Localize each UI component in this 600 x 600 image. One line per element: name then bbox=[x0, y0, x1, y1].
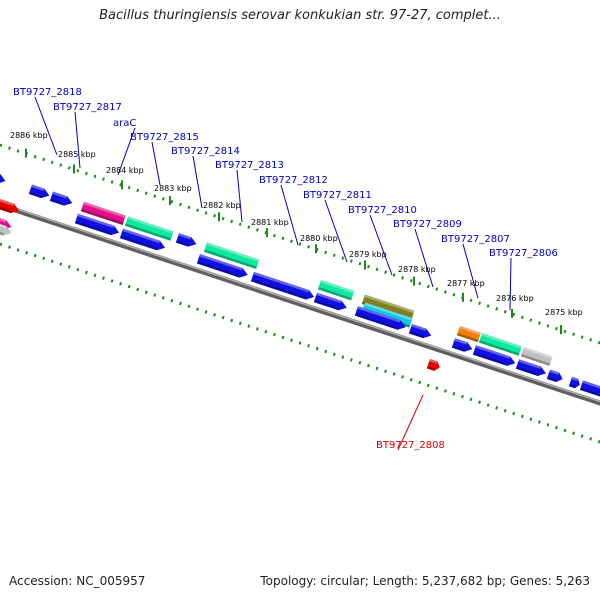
ruler-inner bbox=[0, 242, 600, 444]
backbone-highlight bbox=[0, 202, 600, 403]
gene-feature-bt9727-2818[interactable] bbox=[28, 184, 51, 201]
gene-label-layer: BT9727_2818 BT9727_2817 araC BT9727_2815 BT9… bbox=[13, 87, 558, 451]
gene-label[interactable]: BT9727_2818 bbox=[13, 87, 82, 98]
gene-label[interactable]: araC bbox=[113, 118, 136, 129]
gene-label[interactable]: BT9727_2813 bbox=[215, 160, 284, 171]
gene-feature-bt9727-2804[interactable] bbox=[546, 369, 564, 384]
accession-text: Accession: NC_005957 bbox=[9, 574, 146, 588]
gene-feature-bt9727-2809[interactable] bbox=[354, 306, 408, 332]
gene-label-leader bbox=[414, 228, 434, 288]
ruler-tick-label: 2877 kbp bbox=[447, 279, 485, 288]
gene-feature-left-edge[interactable] bbox=[0, 170, 7, 186]
gene-feature-bt9727-2807-lower[interactable] bbox=[451, 338, 474, 354]
gene-feature-bt9727-2815[interactable] bbox=[124, 216, 174, 241]
gene-feature-small[interactable] bbox=[175, 233, 198, 249]
ruler-tick-label: 2886 kbp bbox=[10, 131, 48, 140]
ruler-tracks bbox=[0, 143, 600, 444]
gene-label-leader bbox=[280, 184, 299, 246]
gene-label[interactable]: BT9727_2810 bbox=[348, 205, 417, 216]
gene-feature-bt9727-2815-lower[interactable] bbox=[119, 228, 167, 253]
gene-label-leader bbox=[74, 111, 81, 169]
feature-tracks bbox=[0, 170, 600, 399]
backbone bbox=[0, 202, 600, 406]
map-title: Bacillus thuringiensis serovar konkukian… bbox=[99, 8, 501, 23]
gene-feature-right-edge[interactable] bbox=[579, 380, 600, 399]
backbone-line bbox=[0, 202, 600, 406]
gene-label-leader bbox=[369, 214, 393, 276]
topology-text: Topology: circular; Length: 5,237,682 bp… bbox=[260, 574, 590, 588]
gene-label-leader bbox=[192, 155, 203, 209]
ruler-tick-label: 2883 kbp bbox=[154, 184, 192, 193]
gene-feature-arac[interactable] bbox=[80, 201, 126, 226]
gene-feature-bt9727-2805[interactable] bbox=[515, 359, 548, 378]
ruler-tick-label: 2880 kbp bbox=[300, 234, 338, 243]
gene-label-leader bbox=[117, 127, 136, 176]
ruler-tick-label: 2882 kbp bbox=[203, 201, 241, 210]
ruler-tick-label: 2881 kbp bbox=[251, 218, 289, 227]
tick-label-layer: 2886 kbp 2885 kbp 2884 kbp 2883 kbp 2882 kbp… bbox=[10, 131, 583, 335]
gene-label-leader bbox=[397, 394, 424, 451]
gene-label-leader bbox=[236, 169, 243, 223]
gene-feature-bt9727-2813[interactable] bbox=[196, 253, 250, 280]
gene-label-leader bbox=[151, 141, 161, 186]
gene-feature-bt9727-2806[interactable] bbox=[478, 333, 522, 356]
gene-feature-bt9727-2809-small[interactable] bbox=[408, 323, 433, 340]
gene-feature-bt9727-2807[interactable] bbox=[456, 325, 481, 343]
gene-label-leader bbox=[462, 243, 479, 299]
gene-feature-bt9727-2814[interactable] bbox=[203, 242, 260, 270]
gene-label[interactable]: BT9727_2812 bbox=[259, 175, 328, 186]
gene-feature-bt9727-2817[interactable] bbox=[49, 191, 74, 207]
gene-feature-bt9727-2816[interactable] bbox=[74, 213, 121, 238]
gene-feature-left-red[interactable] bbox=[0, 197, 21, 216]
ruler-tick-label: 2884 kbp bbox=[106, 166, 144, 175]
gene-feature-bt9727-2811[interactable] bbox=[317, 279, 355, 301]
gene-label[interactable]: BT9727_2817 bbox=[53, 102, 122, 113]
gene-label-leader bbox=[509, 257, 512, 311]
ruler-tick-label: 2879 kbp bbox=[349, 250, 387, 259]
ruler-tick-label: 2876 kbp bbox=[496, 294, 534, 303]
gene-label[interactable]: BT9727_2811 bbox=[303, 190, 372, 201]
gene-feature-bt9727-2806-lower[interactable] bbox=[472, 345, 517, 368]
gene-label-leader bbox=[324, 199, 348, 263]
gene-label-leader bbox=[34, 96, 58, 156]
gene-feature-left-gray[interactable] bbox=[0, 222, 13, 238]
gene-feature-bt9727-2803[interactable] bbox=[568, 376, 582, 390]
ruler-tick-label: 2885 kbp bbox=[58, 150, 96, 159]
gene-label[interactable]: BT9727_2807 bbox=[441, 234, 510, 245]
gene-feature-bt9727-2808[interactable] bbox=[426, 358, 442, 372]
gene-label[interactable]: BT9727_2809 bbox=[393, 219, 462, 230]
ruler-outer bbox=[0, 143, 600, 345]
gene-label[interactable]: BT9727_2808 bbox=[376, 440, 445, 451]
gene-label[interactable]: BT9727_2815 bbox=[130, 132, 199, 143]
gene-label[interactable]: BT9727_2806 bbox=[489, 248, 558, 259]
gene-feature-gray[interactable] bbox=[520, 346, 553, 366]
gene-feature-bt9727-2812[interactable] bbox=[250, 271, 316, 302]
gene-feature-bt9727-2811-lower[interactable] bbox=[313, 292, 348, 313]
ruler-tick-label: 2878 kbp bbox=[398, 265, 436, 274]
gene-label[interactable]: BT9727_2814 bbox=[171, 146, 240, 157]
ruler-tick-label: 2875 kbp bbox=[545, 308, 583, 317]
